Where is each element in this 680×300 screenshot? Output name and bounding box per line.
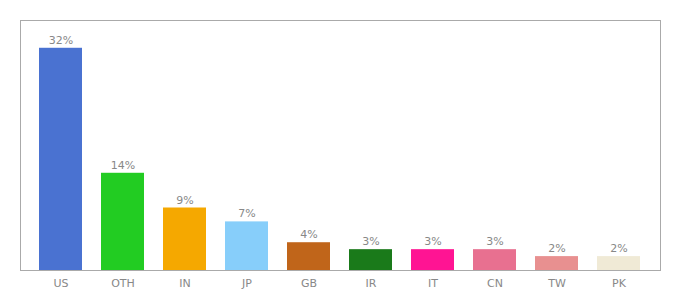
svg-text:14%: 14% xyxy=(111,159,135,172)
svg-text:TW: TW xyxy=(547,277,566,290)
svg-text:CN: CN xyxy=(487,277,503,290)
svg-text:IT: IT xyxy=(428,277,438,290)
svg-text:3%: 3% xyxy=(424,235,441,248)
svg-text:IR: IR xyxy=(366,277,377,290)
svg-text:JP: JP xyxy=(241,277,252,290)
svg-text:3%: 3% xyxy=(486,235,503,248)
svg-text:4%: 4% xyxy=(300,228,317,241)
svg-text:PK: PK xyxy=(612,277,627,290)
svg-text:GB: GB xyxy=(301,277,317,290)
svg-text:2%: 2% xyxy=(548,242,565,255)
svg-text:2%: 2% xyxy=(610,242,627,255)
svg-text:IN: IN xyxy=(179,277,190,290)
svg-text:3%: 3% xyxy=(362,235,379,248)
svg-text:OTH: OTH xyxy=(111,277,135,290)
svg-text:32%: 32% xyxy=(49,34,73,47)
svg-text:9%: 9% xyxy=(176,194,193,207)
svg-text:7%: 7% xyxy=(238,207,255,220)
svg-text:US: US xyxy=(53,277,68,290)
